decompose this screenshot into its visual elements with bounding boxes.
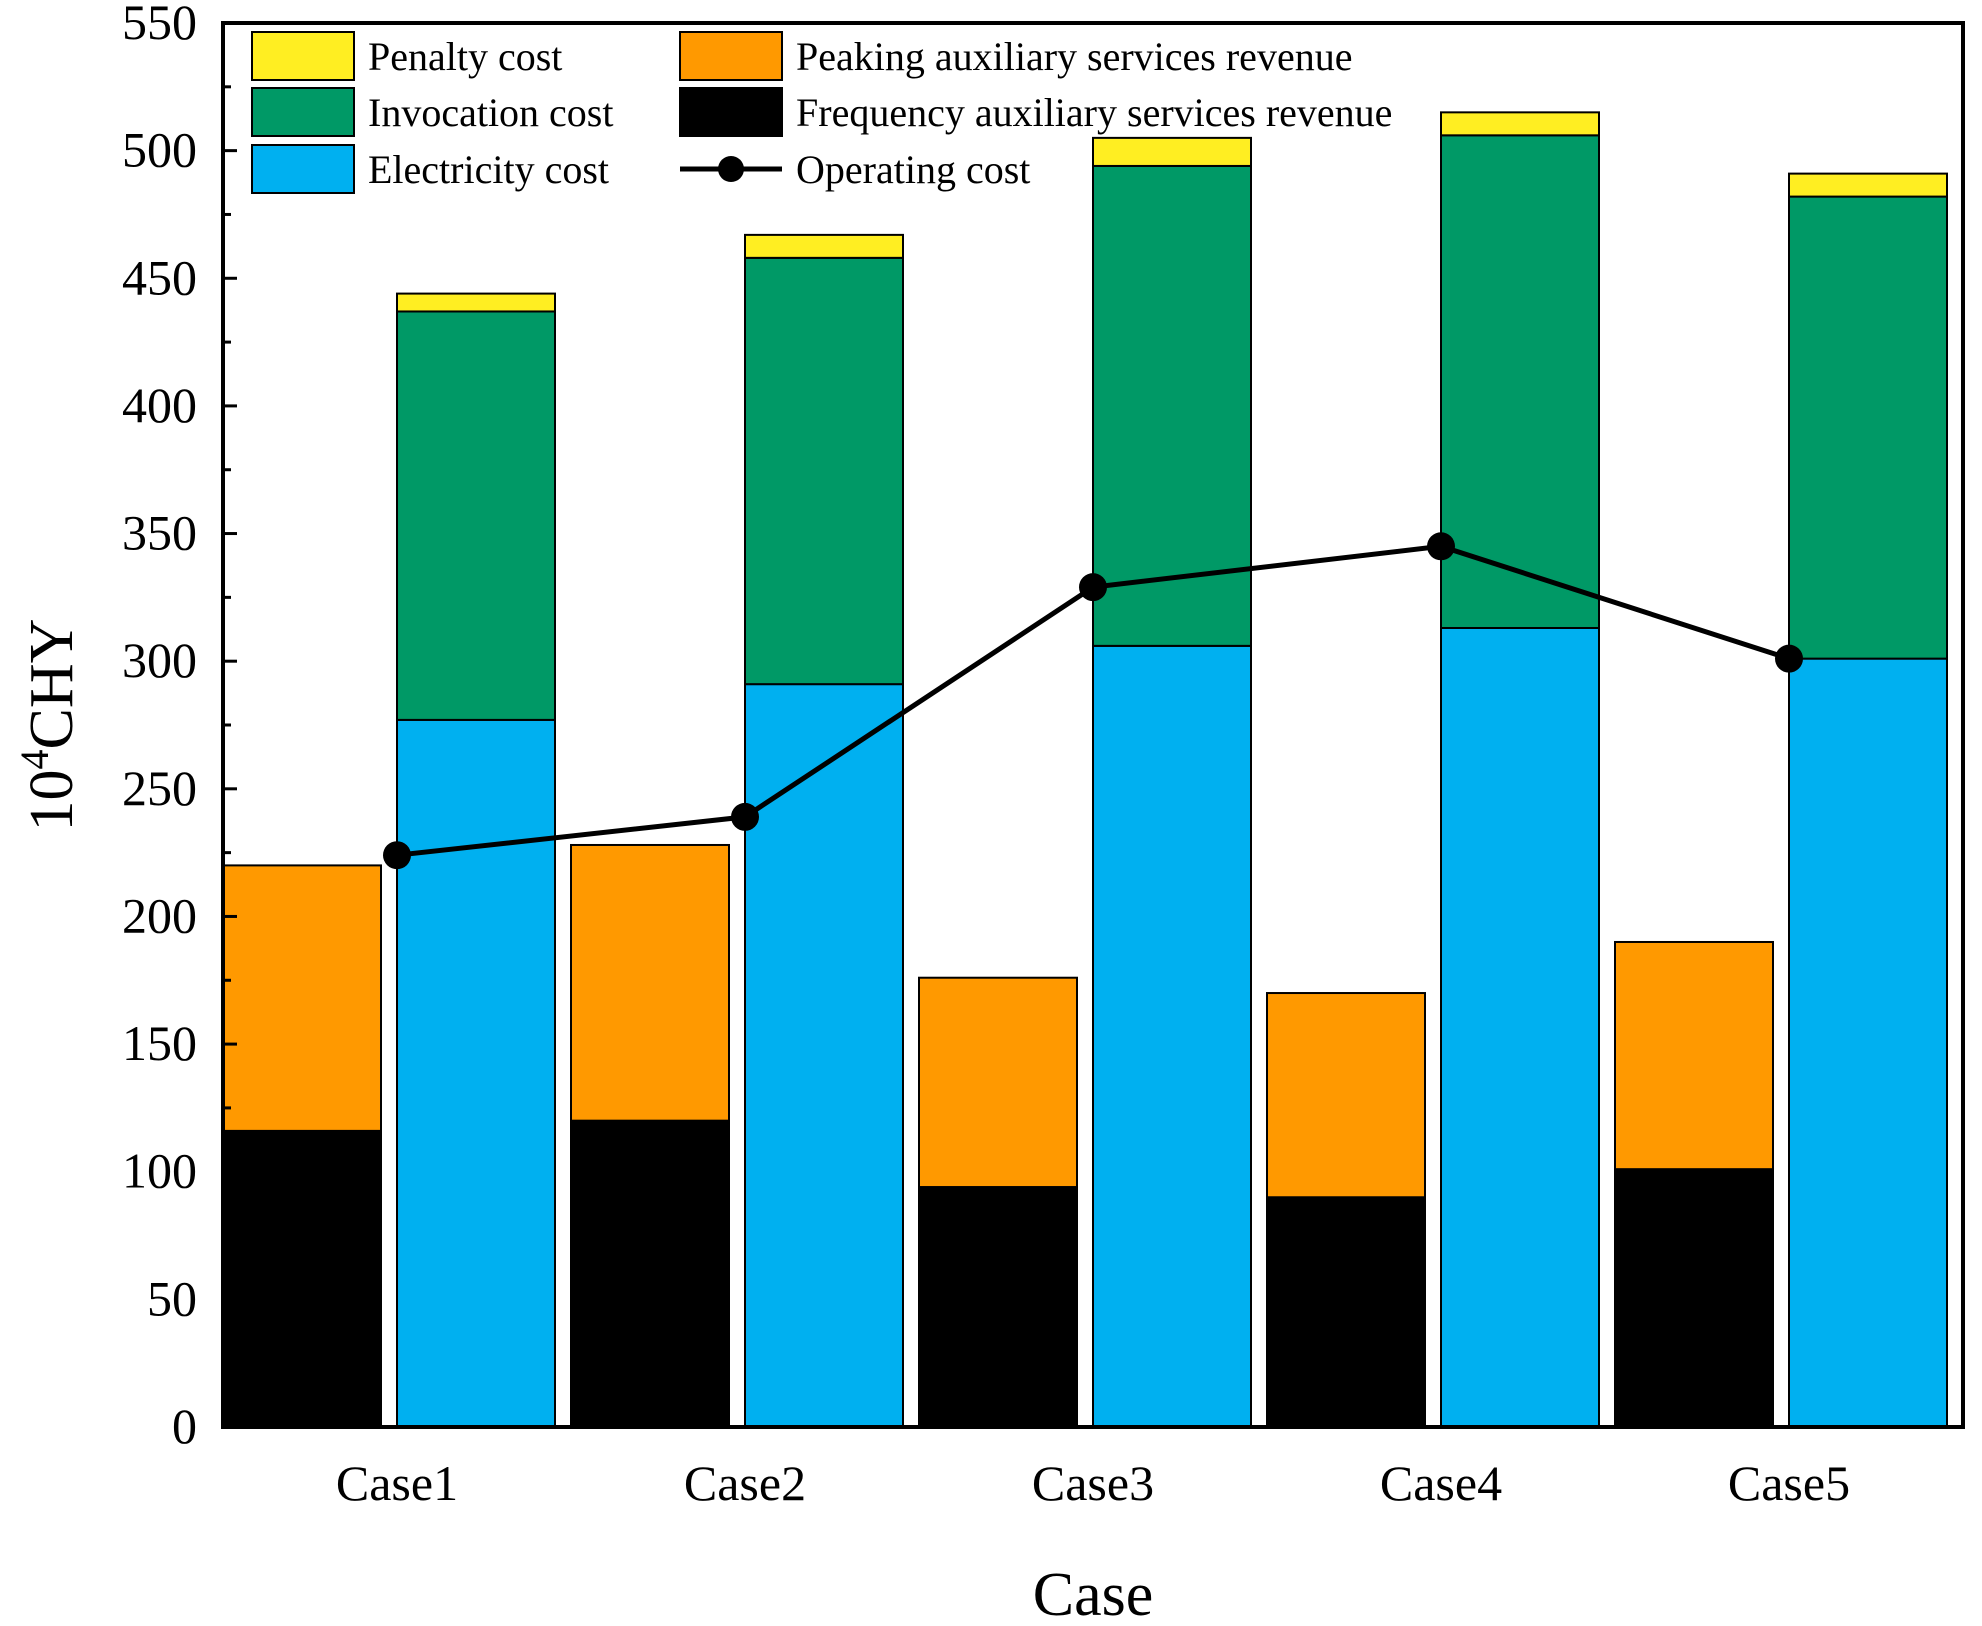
y-tick-label: 150 bbox=[122, 1015, 197, 1071]
y-tick-label: 200 bbox=[122, 887, 197, 943]
y-axis-title-exponent: 4 bbox=[12, 749, 57, 769]
bar-invocation-cost bbox=[1092, 164, 1252, 647]
bar-invocation-cost bbox=[1440, 134, 1600, 629]
bar-peaking-auxiliary-services-revenue bbox=[570, 843, 730, 1122]
bar-frequency-auxiliary-services-revenue bbox=[570, 1119, 730, 1428]
bar-electricity-cost bbox=[396, 718, 556, 1428]
legend-peaking-auxiliary-services-revenue-label: Peaking auxiliary services revenue bbox=[796, 34, 1352, 79]
point-operating-cost bbox=[1775, 644, 1803, 673]
legend-operating-cost-marker bbox=[718, 156, 744, 182]
bar-frequency-auxiliary-services-revenue bbox=[1266, 1196, 1426, 1428]
y-tick-label: 0 bbox=[172, 1398, 197, 1454]
bar-peaking-auxiliary-services-revenue bbox=[918, 976, 1078, 1189]
legend-electricity-cost-swatch bbox=[251, 144, 355, 194]
x-axis-tick-labels: Case1 Case2 Case3 Case4 Case5 bbox=[336, 1455, 1850, 1511]
bar-invocation-cost bbox=[396, 310, 556, 721]
bar-penalty-cost bbox=[1092, 136, 1252, 167]
legend-operating-cost-label: Operating cost bbox=[796, 147, 1030, 192]
bar-peaking-auxiliary-services-revenue bbox=[222, 864, 382, 1132]
y-tick-label: 300 bbox=[122, 632, 197, 688]
legend-penalty-cost-label: Penalty cost bbox=[368, 34, 562, 79]
legend: Penalty cost Invocation cost Electricity c… bbox=[251, 31, 1392, 194]
bar-frequency-auxiliary-services-revenue bbox=[222, 1129, 382, 1429]
bars-layer bbox=[222, 111, 1948, 1429]
y-axis-ticks bbox=[223, 21, 237, 1429]
bar-electricity-cost bbox=[744, 683, 904, 1428]
x-tick-label-case2: Case2 bbox=[684, 1455, 806, 1511]
y-tick-label: 100 bbox=[122, 1143, 197, 1199]
x-tick-label-case3: Case3 bbox=[1032, 1455, 1154, 1511]
y-axis-title-base: 10 bbox=[18, 769, 86, 831]
legend-penalty-cost-swatch bbox=[251, 31, 355, 81]
bar-penalty-cost bbox=[1788, 172, 1948, 198]
legend-electricity-cost-label: Electricity cost bbox=[368, 147, 609, 192]
x-tick-label-case5: Case5 bbox=[1728, 1455, 1850, 1511]
y-tick-label: 250 bbox=[122, 760, 197, 816]
bar-penalty-cost bbox=[1440, 111, 1600, 137]
y-tick-label: 450 bbox=[122, 249, 197, 305]
point-operating-cost bbox=[731, 802, 759, 831]
y-tick-label: 350 bbox=[122, 505, 197, 561]
bar-frequency-auxiliary-services-revenue bbox=[1614, 1168, 1774, 1428]
y-axis-tick-labels: 0 50 100 150 200 250 300 350 400 450 500 550 bbox=[122, 0, 197, 1454]
x-tick-label-case4: Case4 bbox=[1380, 1455, 1502, 1511]
bar-electricity-cost bbox=[1788, 657, 1948, 1428]
bar-frequency-auxiliary-services-revenue bbox=[918, 1186, 1078, 1428]
y-tick-label: 400 bbox=[122, 377, 197, 433]
point-operating-cost bbox=[1427, 532, 1455, 561]
bar-invocation-cost bbox=[1788, 195, 1948, 660]
bar-peaking-auxiliary-services-revenue bbox=[1614, 940, 1774, 1171]
bar-penalty-cost bbox=[744, 233, 904, 259]
y-axis-title: 104CHY bbox=[12, 619, 86, 832]
bar-electricity-cost bbox=[1440, 626, 1600, 1428]
bar-electricity-cost bbox=[1092, 644, 1252, 1428]
bar-invocation-cost bbox=[744, 256, 904, 686]
legend-frequency-auxiliary-services-revenue-label: Frequency auxiliary services revenue bbox=[796, 90, 1392, 135]
legend-invocation-cost-swatch bbox=[251, 87, 355, 137]
y-tick-label: 50 bbox=[147, 1270, 197, 1326]
point-operating-cost bbox=[383, 841, 411, 870]
legend-frequency-auxiliary-services-revenue-swatch bbox=[679, 87, 783, 137]
line-layer bbox=[383, 532, 1803, 870]
y-tick-label: 500 bbox=[122, 122, 197, 178]
point-operating-cost bbox=[1079, 573, 1107, 602]
x-tick-label-case1: Case1 bbox=[336, 1455, 458, 1511]
bar-peaking-auxiliary-services-revenue bbox=[1266, 992, 1426, 1199]
bar-penalty-cost bbox=[396, 292, 556, 313]
y-tick-label: 550 bbox=[122, 0, 197, 50]
legend-invocation-cost-label: Invocation cost bbox=[368, 90, 614, 135]
legend-peaking-auxiliary-services-revenue-swatch bbox=[679, 31, 783, 81]
x-axis-title: Case bbox=[1033, 1561, 1154, 1626]
y-axis-title-unit: CHY bbox=[18, 619, 86, 750]
